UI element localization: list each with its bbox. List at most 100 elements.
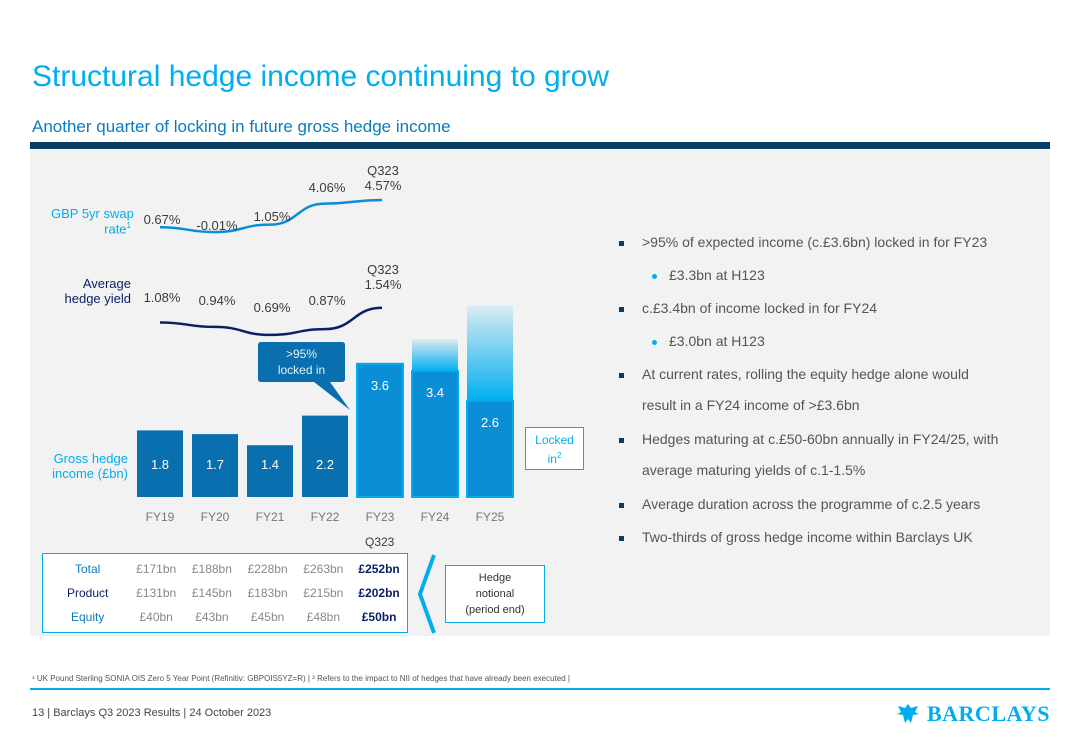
series-point-label: 1.08% xyxy=(144,290,181,305)
bar-FY19 xyxy=(137,430,183,497)
q323-yield-value: 1.54% xyxy=(364,277,402,292)
q323-swap-value: 4.57% xyxy=(364,178,402,193)
table-row: Equity £40bn £43bn £45bn £48bn £50bn xyxy=(47,605,407,629)
bar-value-label: 3.4 xyxy=(426,385,444,400)
bullet-marker xyxy=(619,307,624,312)
series-line xyxy=(159,306,383,337)
bar-value-label: 2.2 xyxy=(316,457,334,472)
bar-value-label: 1.7 xyxy=(206,457,224,472)
bullet-item: result in a FY24 income of >£3.6bn xyxy=(642,397,860,413)
sub-bullet-item: £3.0bn at H123 xyxy=(669,333,765,349)
footnote: ¹ UK Pound Sterling SONIA OIS Zero 5 Yea… xyxy=(32,674,570,683)
table-cell: £263bn xyxy=(303,562,344,576)
hedge-yield-label: Average hedge yield xyxy=(51,276,132,306)
x-tick-label: FY19 xyxy=(146,510,175,524)
table-cell: £171bn xyxy=(136,562,177,576)
series-point-label: 0.67% xyxy=(144,212,181,227)
swap-rate-footnote-ref: 1 xyxy=(126,221,131,230)
page-subtitle: Another quarter of locking in future gro… xyxy=(32,117,451,136)
table-row-label: Total xyxy=(74,562,101,576)
series-point-label: -0.01% xyxy=(196,218,238,233)
sub-bullet-item: £3.3bn at H123 xyxy=(669,267,765,283)
logo-text: BARCLAYS xyxy=(926,701,1050,726)
series-point-label: 0.69% xyxy=(254,300,291,315)
bar-value-label: 3.6 xyxy=(371,378,389,393)
q323-yield-label: Q323 1.54% xyxy=(360,262,406,292)
bracket-icon xyxy=(417,554,436,634)
x-tick-label: FY21 xyxy=(256,510,285,524)
hedge-notional-line2: notional xyxy=(475,588,515,600)
notional-table-box: Total £171bn £188bn £228bn £263bn £252bn Produ… xyxy=(42,553,408,633)
callout-text: >95% locked in xyxy=(258,346,345,378)
header-divider xyxy=(30,142,1050,149)
x-tick-label: FY24 xyxy=(421,510,450,524)
table-cell: £188bn xyxy=(191,562,232,576)
bar-FY25 xyxy=(466,399,514,498)
bullet-item: >95% of expected income (c.£3.6bn) locke… xyxy=(642,234,988,250)
table-row: Product £131bn £145bn £183bn £215bn £202bn xyxy=(47,581,407,605)
bar-FY20 xyxy=(192,434,238,497)
x-tick-label: FY23 xyxy=(366,510,395,524)
locked-in-callout xyxy=(258,342,350,410)
bar-value-label: 1.4 xyxy=(261,457,279,472)
sub-bullet-marker xyxy=(652,340,657,345)
q323-yield-period: Q323 xyxy=(367,262,399,277)
series-point-label: 1.05% xyxy=(254,209,291,224)
swap-rate-label-line2: rate xyxy=(104,221,127,237)
bullet-marker xyxy=(619,503,624,508)
bullet-item: average maturing yields of c.1-1.5% xyxy=(642,462,866,478)
bullet-marker xyxy=(619,373,624,378)
callout-line1: >95% xyxy=(285,347,318,361)
gross-income-label-line2: income (£bn) xyxy=(52,466,128,481)
hedge-yield-label-line2: hedge yield xyxy=(64,291,132,306)
locked-in-box: Locked in2 xyxy=(525,427,584,470)
hedge-yield-label-line1: Average xyxy=(82,276,131,291)
bullet-item: Hedges maturing at c.£50-60bn annually i… xyxy=(642,431,999,447)
sub-bullet-marker xyxy=(652,274,657,279)
swap-rate-label: GBP 5yr swap rate1 xyxy=(51,206,134,237)
locked-in-footnote-ref: 2 xyxy=(556,451,562,460)
table-row-label: Equity xyxy=(70,610,105,624)
bar-value-label: 2.6 xyxy=(481,415,499,430)
table-cell: £48bn xyxy=(306,610,341,624)
bullet-marker xyxy=(619,241,624,246)
bullet-item: At current rates, rolling the equity hed… xyxy=(642,366,969,382)
bar-value-label: 1.8 xyxy=(151,457,169,472)
hedge-notional-box: Hedge notional (period end) xyxy=(445,565,545,623)
x-tick-label: FY25 xyxy=(476,510,505,524)
table-cell: £131bn xyxy=(136,586,177,600)
bar-unlocked-FY25 xyxy=(467,305,513,401)
table-q323-header: Q323 xyxy=(365,535,395,549)
table-row: Total £171bn £188bn £228bn £263bn £252bn xyxy=(47,557,407,581)
bar-FY21 xyxy=(247,445,293,497)
bullet-item: c.£3.4bn of income locked in for FY24 xyxy=(642,300,878,316)
bullet-marker xyxy=(619,536,624,541)
bullet-item: Average duration across the programme of… xyxy=(642,496,981,512)
locked-in-line1: Locked xyxy=(535,433,574,447)
q323-swap-label: Q323 4.57% xyxy=(360,163,406,193)
bar-FY23 xyxy=(356,362,404,498)
x-tick-label: FY20 xyxy=(201,510,230,524)
swap-rate-label-line1: GBP 5yr swap xyxy=(51,206,134,221)
series-point-label: 4.06% xyxy=(309,180,346,195)
table-cell: £215bn xyxy=(303,586,344,600)
q323-swap-period: Q323 xyxy=(367,163,399,178)
bullet-marker xyxy=(619,438,624,443)
bar-FY22 xyxy=(302,415,348,497)
bullet-item: Two-thirds of gross hedge income within … xyxy=(642,529,973,545)
gross-income-label-line1: Gross hedge xyxy=(53,451,128,466)
series-point-label: 0.94% xyxy=(199,293,236,308)
bar-unlocked-FY24 xyxy=(412,339,458,372)
table-row-label: Product xyxy=(66,586,109,600)
table-cell: £50bn xyxy=(361,610,397,624)
table-cell: £202bn xyxy=(358,586,400,600)
table-cell: £228bn xyxy=(247,562,288,576)
table-cell: £45bn xyxy=(250,610,285,624)
x-tick-label: FY22 xyxy=(311,510,340,524)
table-cell: £183bn xyxy=(247,586,288,600)
series-point-label: 0.87% xyxy=(309,293,346,308)
gross-income-label: Gross hedge income (£bn) xyxy=(46,451,128,481)
table-cell: £40bn xyxy=(139,610,173,624)
notional-table: Total £171bn £188bn £228bn £263bn £252bn Produ… xyxy=(47,557,407,629)
table-cell: £43bn xyxy=(195,610,229,624)
